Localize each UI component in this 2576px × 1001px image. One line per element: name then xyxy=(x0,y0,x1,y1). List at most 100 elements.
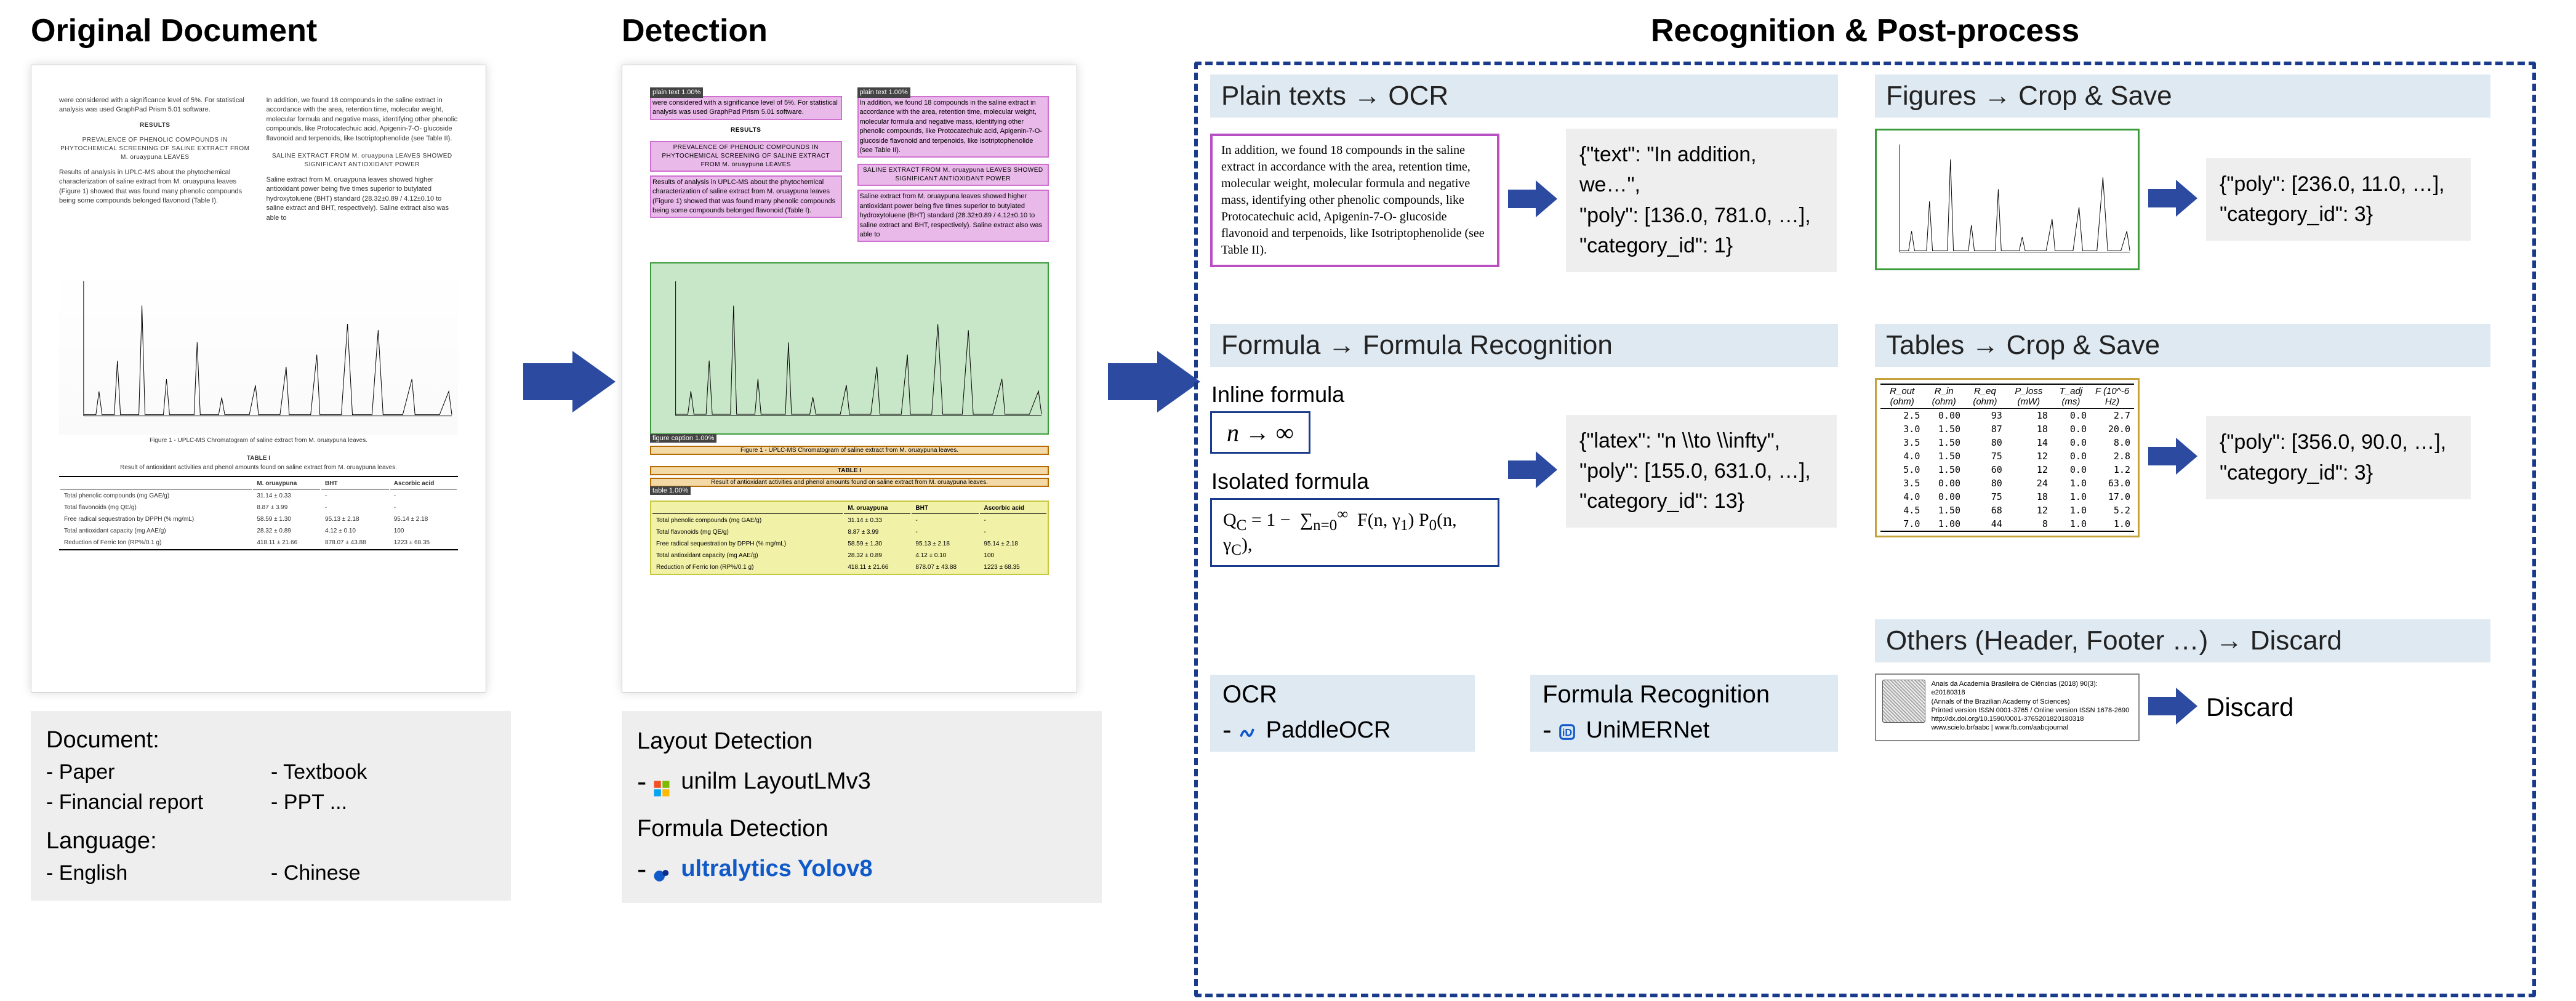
mini-table-header: R_in (ohm) xyxy=(1924,384,1964,409)
detection-meta-box: Layout Detection - unilm LayoutLMv3 Form… xyxy=(622,711,1102,903)
formula-section: Formula → Formula Recognition Inline for… xyxy=(1210,324,1863,567)
doc-type-item: - Financial report xyxy=(46,787,271,818)
footer-line: www.scielo.br/aabc | www.fb.com/aabcjour… xyxy=(1932,723,2132,732)
plain-json-output: {"text": "In addition, we…", "poly": [13… xyxy=(1566,129,1837,272)
det-table-sub-region: Result of antioxidant activities and phe… xyxy=(650,478,1049,487)
det-tag-table: table 1.00% xyxy=(650,486,691,495)
table-row: Free radical sequestration by DPPH (% mg… xyxy=(60,514,457,525)
arrow-icon xyxy=(2148,435,2197,481)
figure-crop-preview xyxy=(1875,129,2140,270)
doc-table: M. oruaypunaBHTAscorbic acid Total pheno… xyxy=(59,476,458,550)
doc-types-label: Document: xyxy=(46,723,496,757)
det-table-region: M. oruaypunaBHTAscorbic acid Total pheno… xyxy=(650,500,1049,575)
figures-json-output: {"poly": [236.0, 11.0, …], "category_id"… xyxy=(2206,158,2471,241)
table-row: Total phenolic compounds (mg GAE/g)31.14… xyxy=(60,491,457,501)
table-header: M. oruaypuna xyxy=(844,503,910,514)
det-table-caption-region: TABLE I xyxy=(650,466,1049,475)
doc-table-caption: TABLE I xyxy=(59,455,458,462)
mini-table-row: 4.00.0075181.017.0 xyxy=(1880,490,2134,504)
doc-chromatogram-chart xyxy=(59,262,458,435)
mini-table-header: P_loss (mW) xyxy=(2006,384,2052,409)
arrow-icon xyxy=(2148,177,2197,223)
table-header: Ascorbic acid xyxy=(390,478,457,489)
det-figure-region xyxy=(650,262,1049,435)
formula-tool-name: ultralytics Yolov8 xyxy=(681,851,872,887)
detection-title: Detection xyxy=(622,12,1126,49)
det-text-region: were considered with a significance leve… xyxy=(650,96,842,120)
table-crop-preview: R_out (ohm)R_in (ohm)R_eq (ohm)P_loss (m… xyxy=(1875,378,2140,537)
recognition-box: Plain texts → OCR In addition, we found … xyxy=(1194,62,2536,997)
det-tag-text: plain text 1.00% xyxy=(857,87,910,98)
det-text-region: SALINE EXTRACT FROM M. oruaypuna LEAVES … xyxy=(857,164,1049,186)
isolated-formula-box: QC = 1 − ∑n=0∞ F(n, γ1) P0(n, γC), xyxy=(1210,498,1499,567)
mini-table-header: F (10^-6 Hz) xyxy=(2090,384,2134,409)
det-text-region: PREVALENCE OF PHENOLIC COMPOUNDS IN PHYT… xyxy=(650,141,842,172)
mini-table-row: 4.51.5068121.05.2 xyxy=(1880,504,2134,517)
fr-tool: - iD UniMERNet xyxy=(1543,715,1826,746)
ocr-tool: - PaddleOCR xyxy=(1222,715,1463,746)
footer-line: Printed version ISSN 0001-3765 / Online … xyxy=(1932,706,2132,715)
mini-table-header: R_eq (ohm) xyxy=(1964,384,2006,409)
original-document-stage: Original Document were considered with a… xyxy=(31,12,536,901)
doc-left-para: were considered with a significance leve… xyxy=(59,96,251,115)
plain-text-section: Plain texts → OCR In addition, we found … xyxy=(1210,74,1863,272)
figures-section: Figures → Crop & Save {"poly": [236.0, 1… xyxy=(1875,74,2503,270)
footer-line: (Annals of the Brazilian Academy of Scie… xyxy=(1932,697,2132,706)
doc-right-body: Saline extract from M. oruaypuna leaves … xyxy=(267,175,459,223)
lang-item: - Chinese xyxy=(271,858,496,888)
doc-subhdr2: SALINE EXTRACT FROM M. oruaypuna LEAVES … xyxy=(267,152,459,169)
table-row: Total antioxidant capacity (mg AAE/g)28.… xyxy=(60,526,457,536)
layout-detection-label: Layout Detection xyxy=(637,723,1086,760)
arrow-icon xyxy=(1508,177,1557,223)
unimernet-icon: iD xyxy=(1558,721,1576,739)
table-row: Reduction of Ferric Ion (RP%/0.1 g)418.1… xyxy=(60,537,457,548)
results-heading: RESULTS xyxy=(59,121,251,130)
discard-label: Discard xyxy=(2206,693,2293,722)
footer-line: Anais da Academia Brasileira de Ciências… xyxy=(1932,680,2132,697)
ultralytics-icon xyxy=(652,860,671,878)
isolated-formula-label: Isolated formula xyxy=(1211,468,1499,494)
det-text-region: In addition, we found 18 compounds in th… xyxy=(857,96,1049,158)
inline-formula-label: Inline formula xyxy=(1211,382,1499,408)
formula-title: Formula → Formula Recognition xyxy=(1210,324,1838,367)
table-header: M. oruaypuna xyxy=(253,478,320,489)
doc-right-para: In addition, we found 18 compounds in th… xyxy=(267,96,459,143)
paddle-icon xyxy=(1238,721,1256,739)
pipeline-arrow-1 xyxy=(523,345,616,419)
arrow-icon xyxy=(2148,685,2197,731)
table-header: BHT xyxy=(912,503,979,514)
mini-table-row: 5.01.5060120.01.2 xyxy=(1880,463,2134,476)
mini-table-header: T_adj (ms) xyxy=(2052,384,2090,409)
layout-tool: - unilm LayoutLMv3 xyxy=(637,760,1086,803)
plain-text-snippet: In addition, we found 18 compounds in th… xyxy=(1210,134,1499,267)
fr-tool-name: UniMERNet xyxy=(1586,717,1710,744)
det-text-region: Saline extract from M. oruaypuna leaves … xyxy=(857,190,1049,242)
det-tag-caption: figure caption 1.00% xyxy=(650,434,716,443)
fr-label: Formula Recognition xyxy=(1543,681,1826,709)
mini-table-header: R_out (ohm) xyxy=(1880,384,1924,409)
formula-json-output: {"latex": "n \\to \\infty", "poly": [155… xyxy=(1566,415,1837,528)
table-row: Total phenolic compounds (mg GAE/g)31.14… xyxy=(652,515,1046,526)
mini-table-row: 4.01.5075120.02.8 xyxy=(1880,449,2134,463)
table-header xyxy=(652,503,843,514)
lang-label: Language: xyxy=(46,824,496,858)
others-title: Others (Header, Footer …) → Discard xyxy=(1875,619,2490,662)
det-fig-caption-region: Figure 1 - UPLC-MS Chromatogram of salin… xyxy=(650,446,1049,455)
original-document-page: were considered with a significance leve… xyxy=(31,65,486,693)
ocr-label: OCR xyxy=(1222,681,1463,709)
arrow-icon xyxy=(1508,448,1557,494)
mini-table-row: 2.50.0093180.02.7 xyxy=(1880,409,2134,423)
table-row: Reduction of Ferric Ion (RP%/0.1 g)418.1… xyxy=(652,562,1046,573)
table-header: Ascorbic acid xyxy=(980,503,1046,514)
tools-section: OCR - PaddleOCR Formula Recognition - xyxy=(1210,675,1850,752)
doc-type-item: - PPT ... xyxy=(271,787,496,818)
det-text-region: Results of analysis in UPLC-MS about the… xyxy=(650,175,842,219)
mini-table-row: 3.51.5080140.08.0 xyxy=(1880,436,2134,449)
mini-table-row: 7.01.004481.01.0 xyxy=(1880,517,2134,531)
detection-stage: Detection were considered with a signifi… xyxy=(622,12,1126,903)
formula-tool: - ultralytics Yolov8 xyxy=(637,847,1086,891)
ocr-tool-name: PaddleOCR xyxy=(1266,717,1391,744)
table-header xyxy=(60,478,252,489)
layout-tool-name: unilm LayoutLMv3 xyxy=(681,763,870,800)
svg-text:iD: iD xyxy=(1562,727,1573,738)
